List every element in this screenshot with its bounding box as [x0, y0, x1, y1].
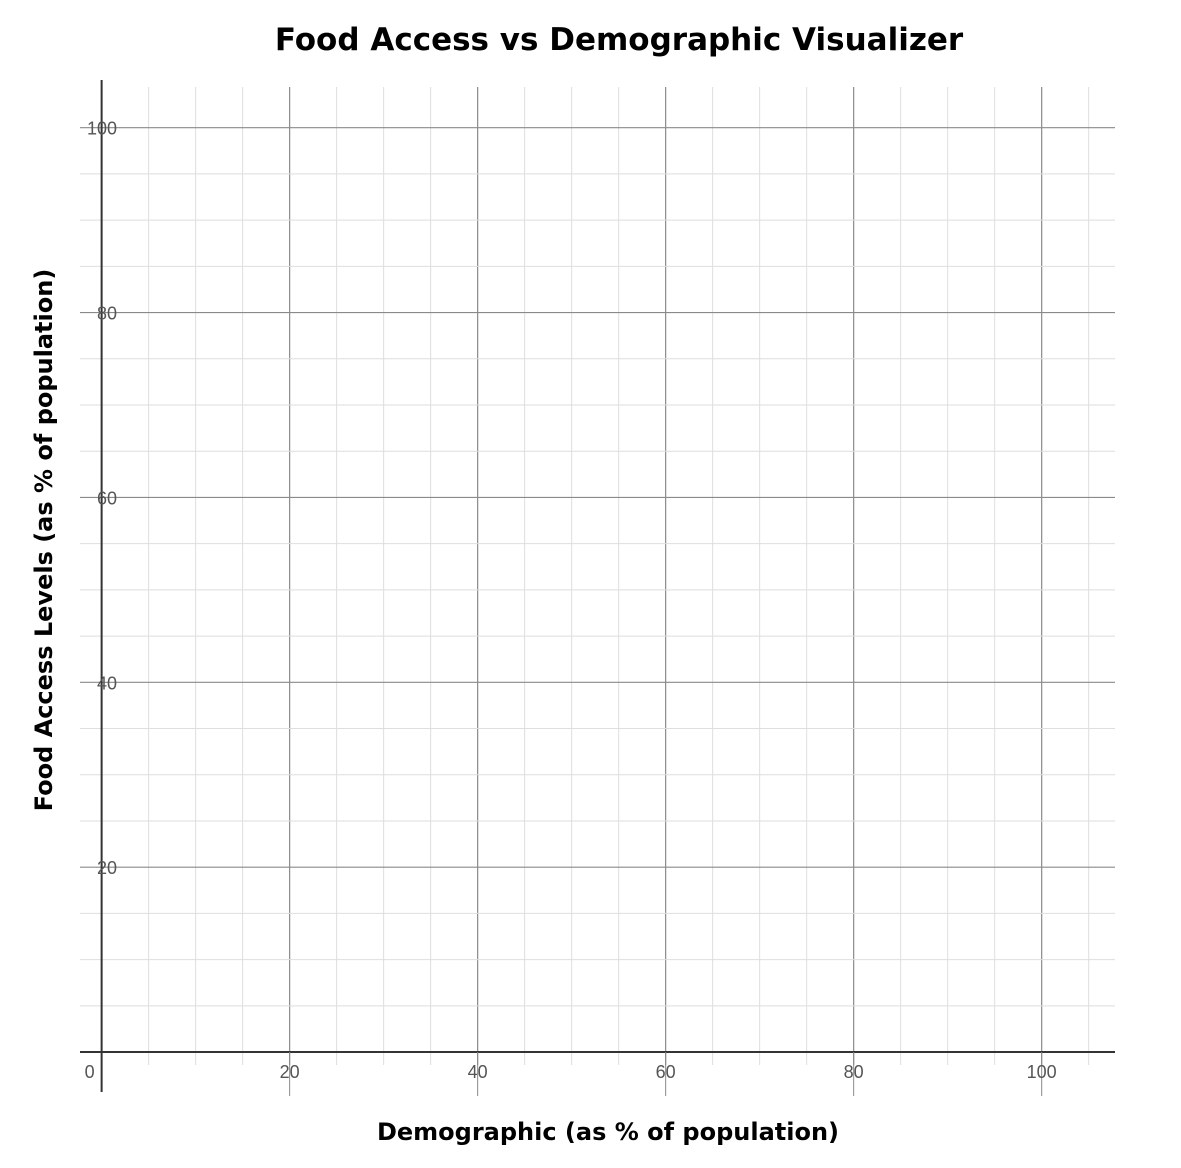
chart-title: Food Access vs Demographic Visualizer [274, 22, 964, 58]
x-tick-label: 60 [656, 1062, 676, 1082]
y-axis-label: Food Access Levels (as % of population) [30, 268, 58, 812]
y-tick-label: 20 [97, 858, 117, 878]
x-tick-label: 40 [468, 1062, 488, 1082]
y-tick-label: 40 [97, 673, 117, 693]
x-tick-label: 100 [1027, 1062, 1057, 1082]
x-tick-label: 0 [85, 1062, 95, 1082]
x-tick-label: 80 [844, 1062, 864, 1082]
y-tick-label: 80 [97, 304, 117, 324]
y-tick-label: 100 [87, 119, 117, 139]
y-tick-label: 60 [97, 488, 117, 508]
x-tick-label: 20 [280, 1062, 300, 1082]
x-axis-label: Demographic (as % of population) [376, 1118, 840, 1146]
